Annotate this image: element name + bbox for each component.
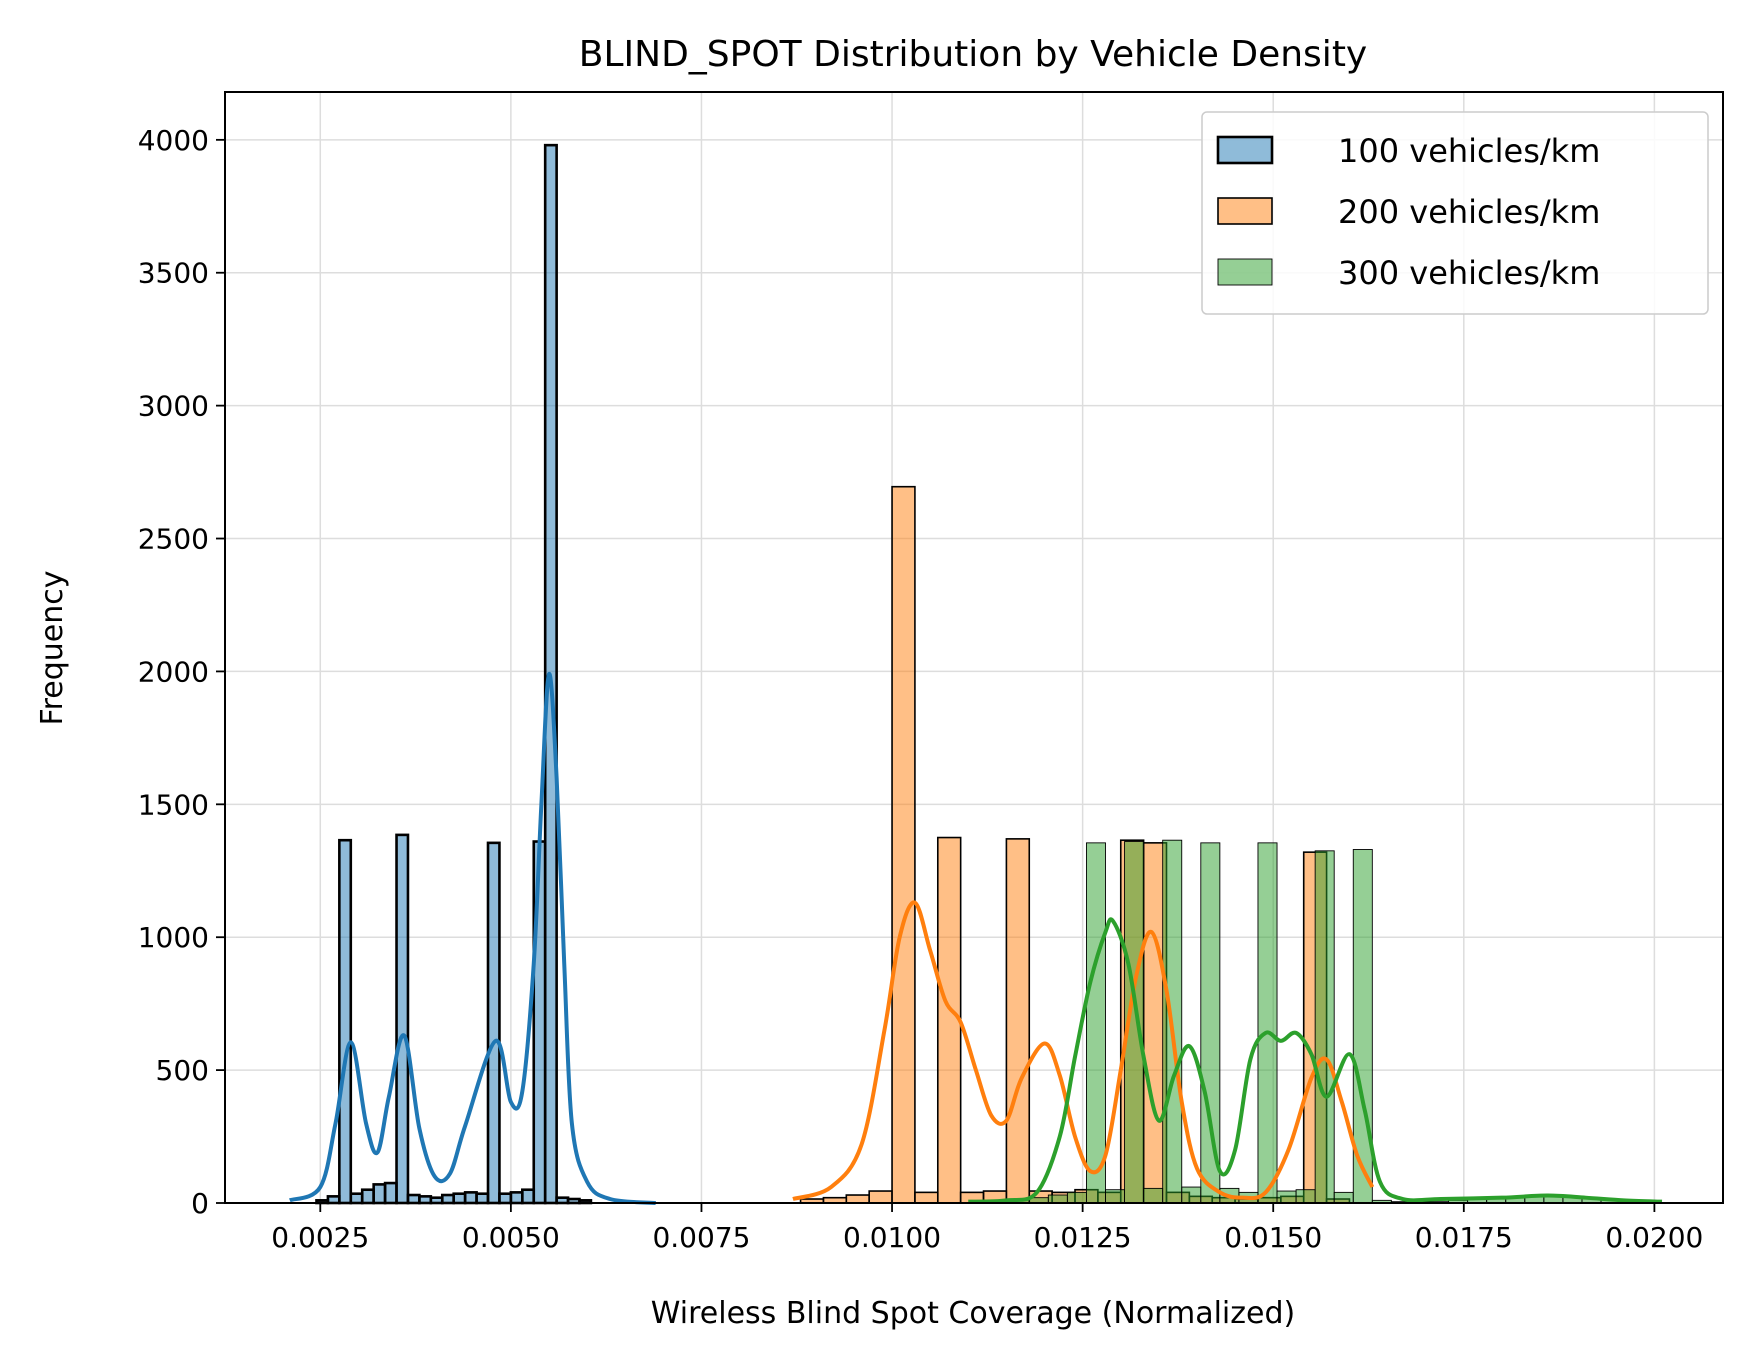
histogram-bar bbox=[349, 1192, 364, 1205]
histogram-bar bbox=[395, 833, 410, 1205]
y-tick-label: 500 bbox=[156, 1054, 209, 1087]
kde-line-0 bbox=[289, 672, 656, 1205]
histogram-bar bbox=[1295, 1189, 1316, 1204]
histogram-bar bbox=[1200, 842, 1221, 1204]
y-axis: 0 500 1000 1500 2000 2500 3000 3500 4000 bbox=[138, 124, 225, 1220]
histogram-bar bbox=[1276, 1190, 1297, 1204]
x-tick-label: 0.0150 bbox=[1224, 1221, 1322, 1254]
chart-title: BLIND_SPOT Distribution by Vehicle Densi… bbox=[579, 34, 1367, 75]
histogram-bar bbox=[1257, 842, 1278, 1204]
x-axis: 0.0025 0.0050 0.0075 0.0100 0.0125 0.0150 0.01… bbox=[271, 1203, 1703, 1254]
y-axis-label: Frequency bbox=[35, 571, 70, 726]
histogram-bar bbox=[463, 1191, 478, 1205]
legend-label: 100 vehicles/km bbox=[1338, 132, 1600, 170]
legend-label: 300 vehicles/km bbox=[1338, 254, 1600, 292]
histogram-bar bbox=[498, 1192, 513, 1205]
histogram-bar bbox=[1314, 850, 1335, 1204]
x-tick-label: 0.0050 bbox=[462, 1221, 560, 1254]
kde-curves bbox=[289, 672, 1663, 1205]
histogram-bar bbox=[891, 485, 916, 1204]
x-tick-label: 0.0200 bbox=[1605, 1221, 1703, 1254]
histogram-bar bbox=[521, 1188, 536, 1205]
y-tick-label: 2500 bbox=[138, 523, 209, 556]
y-tick-label: 2000 bbox=[138, 655, 209, 688]
histogram-bar bbox=[845, 1194, 870, 1204]
x-axis-label: Wireless Blind Spot Coverage (Normalized… bbox=[651, 1296, 1295, 1331]
x-tick-label: 0.0125 bbox=[1034, 1221, 1132, 1254]
x-tick-label: 0.0100 bbox=[843, 1221, 941, 1254]
histogram-bar bbox=[1005, 838, 1031, 1204]
histogram-bar bbox=[475, 1192, 490, 1205]
histogram-bar bbox=[1105, 1189, 1126, 1204]
y-tick-label: 1000 bbox=[138, 921, 209, 954]
legend-box bbox=[1201, 111, 1709, 315]
histogram-bar bbox=[914, 1191, 939, 1204]
histogram-bar bbox=[1181, 1186, 1202, 1204]
legend-swatch bbox=[1217, 258, 1273, 286]
y-tick-label: 3000 bbox=[138, 390, 209, 423]
histogram-bar bbox=[868, 1190, 893, 1204]
plot-frame bbox=[224, 91, 1724, 1204]
kde-line-1 bbox=[792, 900, 1375, 1201]
y-tick-label: 1500 bbox=[138, 788, 209, 821]
histogram-bar bbox=[509, 1191, 524, 1205]
y-tick-label: 0 bbox=[191, 1187, 209, 1220]
histogram-bar bbox=[1047, 1194, 1068, 1204]
legend: 100 vehicles/km 200 vehicles/km 300 vehicl… bbox=[1201, 111, 1709, 315]
histogram-bar bbox=[1066, 1191, 1087, 1204]
y-tick-label: 3500 bbox=[138, 257, 209, 290]
histogram-bar bbox=[338, 838, 353, 1205]
histogram-bar bbox=[936, 836, 962, 1204]
histogram-bar bbox=[1143, 1187, 1164, 1204]
histogram-bar bbox=[360, 1188, 375, 1205]
histogram-bar bbox=[1333, 1191, 1354, 1204]
histogram-bar bbox=[486, 841, 501, 1205]
legend-label: 200 vehicles/km bbox=[1338, 193, 1600, 231]
x-tick-label: 0.0175 bbox=[1415, 1221, 1513, 1254]
legend-swatch bbox=[1217, 197, 1273, 225]
histogram-bar bbox=[372, 1183, 387, 1205]
x-tick-label: 0.0075 bbox=[652, 1221, 750, 1254]
histogram-bar bbox=[440, 1193, 456, 1205]
x-tick-label: 0.0025 bbox=[271, 1221, 369, 1254]
histogram-bar bbox=[406, 1193, 421, 1205]
histogram-bar bbox=[452, 1192, 467, 1205]
kde-line-2 bbox=[968, 917, 1663, 1204]
legend-swatch bbox=[1216, 135, 1274, 165]
histogram-bar bbox=[383, 1181, 398, 1205]
y-tick-label: 4000 bbox=[138, 124, 209, 157]
histogram-bar bbox=[1085, 842, 1106, 1204]
